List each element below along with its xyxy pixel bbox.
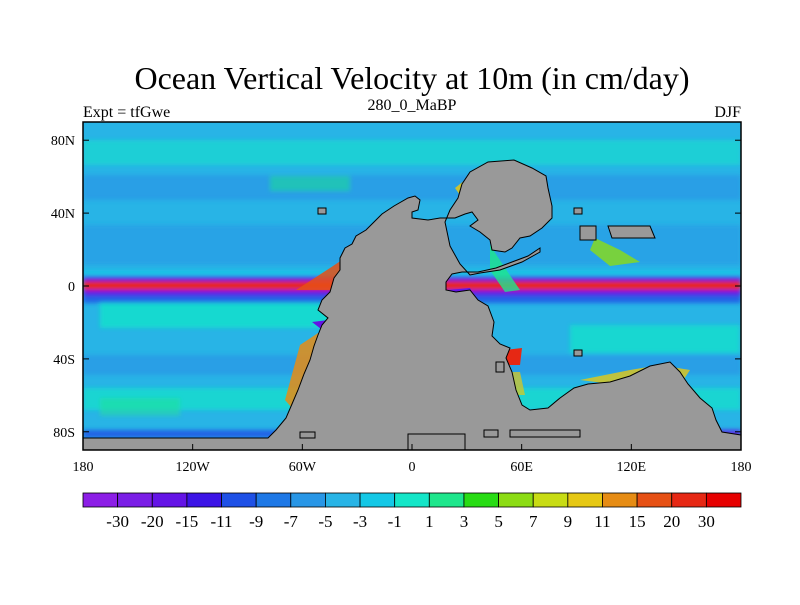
colorbar-label: 20 bbox=[663, 512, 680, 531]
colorbar-box bbox=[705, 492, 742, 508]
right-string: DJF bbox=[714, 104, 741, 121]
colorbar-box bbox=[636, 492, 673, 508]
colorbar-label: -30 bbox=[106, 512, 129, 531]
x-tick-label: 60W bbox=[289, 460, 317, 475]
colorbar-box bbox=[463, 492, 499, 508]
colorbar-box bbox=[221, 492, 257, 508]
x-axis: 180 120W 60W 0 60E 120E 180 bbox=[73, 444, 752, 475]
y-tick-label: 80N bbox=[51, 134, 75, 149]
land-mass bbox=[83, 159, 741, 450]
colorbar-box bbox=[428, 492, 465, 508]
colorbar-label: 7 bbox=[529, 512, 538, 531]
colorbar-box bbox=[567, 492, 603, 508]
colorbar-label: -15 bbox=[176, 512, 199, 531]
x-tick-label: 0 bbox=[409, 460, 416, 475]
chart-title: Ocean Vertical Velocity at 10m (in cm/da… bbox=[134, 60, 689, 96]
y-tick-label: 40N bbox=[51, 207, 75, 222]
colorbar-label: 1 bbox=[425, 512, 434, 531]
colorbar-box bbox=[151, 492, 188, 508]
colorbar-box bbox=[671, 492, 707, 508]
y-axis: 80N 40N 0 40S 80S bbox=[51, 134, 741, 441]
center-string: 280_0_MaBP bbox=[368, 97, 457, 114]
colorbar-label: -9 bbox=[249, 512, 263, 531]
colorbar-box bbox=[325, 492, 361, 508]
colorbar-label: -20 bbox=[141, 512, 164, 531]
colorbar-box bbox=[117, 492, 153, 508]
colorbar-label: 3 bbox=[460, 512, 469, 531]
colorbar-label: 11 bbox=[594, 512, 610, 531]
colorbar-box bbox=[498, 492, 534, 508]
colorbar-label: -7 bbox=[284, 512, 299, 531]
colorbar-label: 9 bbox=[564, 512, 573, 531]
colorbar-box bbox=[290, 492, 326, 508]
colorbar-label: 30 bbox=[698, 512, 715, 531]
colorbar-box bbox=[602, 492, 638, 508]
colorbar-label: -5 bbox=[318, 512, 332, 531]
colorbar-box bbox=[359, 492, 396, 508]
x-tick-label: 120W bbox=[176, 460, 211, 475]
y-tick-label: 0 bbox=[68, 280, 75, 295]
x-tick-label: 180 bbox=[73, 460, 94, 475]
x-tick-label: 120E bbox=[617, 460, 647, 475]
colorbar-label: 15 bbox=[629, 512, 646, 531]
colorbar-box bbox=[82, 492, 119, 508]
colorbar-label: -11 bbox=[211, 512, 233, 531]
colorbar-box bbox=[186, 492, 222, 508]
colorbar: -30 -20 -15 -11 -9 -7 -5 -3 -1 1 3 5 7 9 11 15 20 30 bbox=[82, 492, 742, 531]
colorbar-label: -3 bbox=[353, 512, 367, 531]
map-field bbox=[83, 122, 741, 450]
y-tick-label: 40S bbox=[53, 353, 75, 368]
colorbar-box bbox=[394, 492, 430, 508]
left-string: Expt = tfGwe bbox=[83, 104, 170, 121]
x-tick-label: 60E bbox=[510, 460, 533, 475]
colorbar-box bbox=[532, 492, 569, 508]
y-tick-label: 80S bbox=[53, 426, 75, 441]
x-tick-label: 180 bbox=[731, 460, 752, 475]
colorbar-box bbox=[255, 492, 292, 508]
colorbar-label: -1 bbox=[388, 512, 402, 531]
colorbar-label: 5 bbox=[494, 512, 503, 531]
